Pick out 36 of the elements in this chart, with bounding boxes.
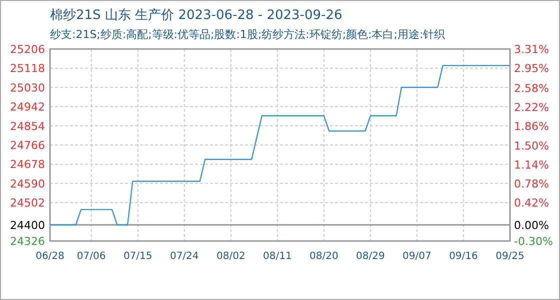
x-tick-label: 07/24 [170, 251, 199, 262]
x-tick-label: 09/16 [449, 251, 478, 262]
y-tick-label: 24400 [10, 218, 45, 232]
y-tick-label: 24942 [10, 100, 45, 114]
y-tick-label: 25118 [10, 62, 45, 76]
y2-tick-label: 3.31% [514, 43, 549, 56]
y-tick-label: 25030 [10, 81, 45, 94]
y2-tick-label: 2.58% [514, 82, 549, 95]
y2-tick-label: 1.50% [514, 139, 549, 152]
y-tick-label: 25206 [10, 43, 45, 56]
line-series [49, 64, 511, 226]
y-tick-label: 24590 [10, 177, 45, 190]
y2-tick-label: -0.30% [514, 235, 553, 248]
y-tick-label: 24502 [10, 196, 45, 210]
chart-title: 棉纱21S 山东 生产价 2023-06-28 - 2023-09-26 [50, 8, 342, 23]
y2-tick-label: 1.86% [514, 120, 549, 134]
y2-tick-label: 0.00% [514, 219, 549, 232]
y2-tick-label: 2.95% [514, 62, 549, 76]
y-tick-label: 24766 [10, 139, 45, 152]
y2-tick-label: 0.78% [514, 178, 549, 191]
x-tick-label: 07/15 [123, 251, 152, 262]
y2-tick-label: 0.42% [514, 196, 549, 210]
x-tick-label: 08/29 [356, 251, 385, 262]
x-tick-label: 09/25 [496, 251, 524, 262]
y2-tick-label: 2.22% [514, 100, 549, 114]
y-tick-label: 24326 [10, 235, 45, 248]
x-tick-label: 07/06 [76, 251, 106, 262]
x-tick-label: 08/02 [216, 251, 246, 262]
x-tick-label: 06/28 [36, 251, 64, 262]
x-tick-label: 08/20 [310, 251, 338, 262]
y2-tick-label: 1.14% [514, 158, 549, 172]
x-tick-label: 09/07 [402, 251, 432, 262]
chart-subtitle: 纱支:21S;纱质:高配;等级:优等品;股数:1股;纺纱方法:环锭纺;颜色:本白;用途:针织 [50, 28, 446, 41]
x-tick-label: 08/11 [263, 251, 292, 262]
y-tick-label: 24854 [10, 120, 45, 133]
y-tick-label: 24678 [10, 158, 45, 172]
